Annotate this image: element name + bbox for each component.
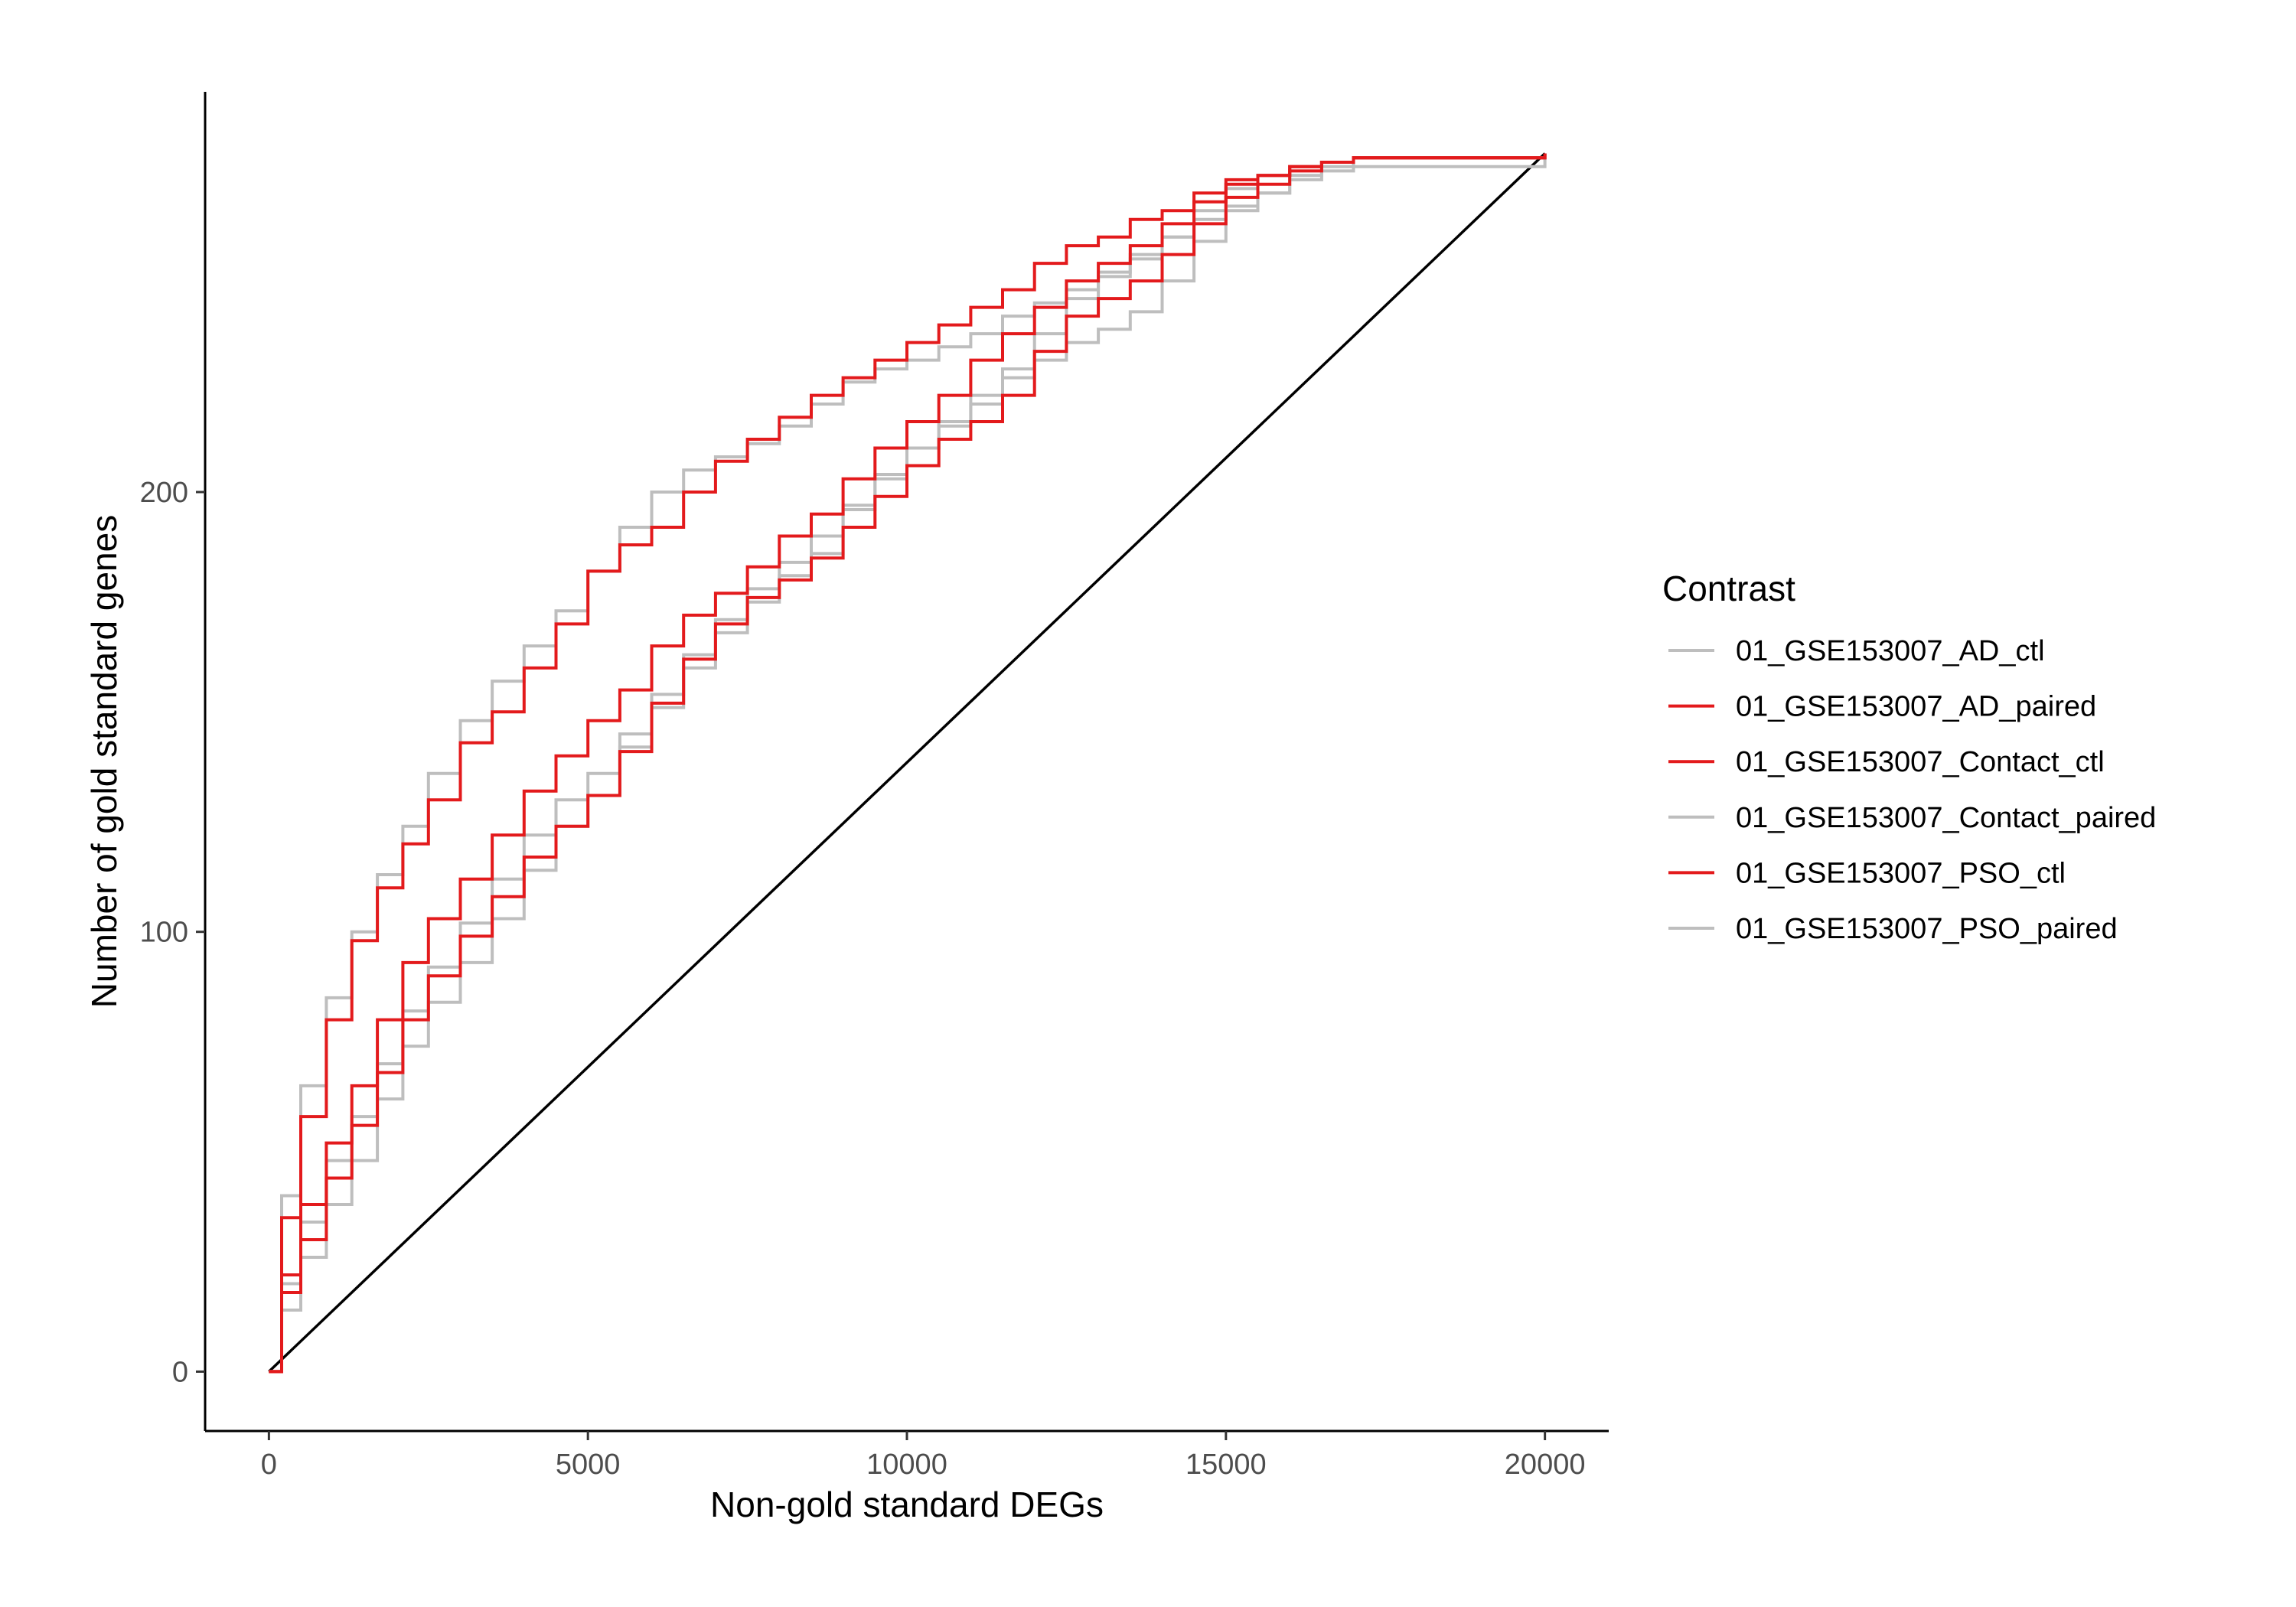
x-axis-ticks: 0 5000 10000 15000 20000 — [261, 1431, 1586, 1481]
x-tick-label: 5000 — [556, 1449, 621, 1481]
legend-label: 01_GSE153007_AD_ctl — [1736, 635, 2045, 667]
x-axis-title: Non-gold standard DEGs — [710, 1485, 1104, 1524]
x-tick-label: 15000 — [1186, 1449, 1267, 1481]
legend-label: 01_GSE153007_Contact_paired — [1736, 802, 2156, 834]
x-tick-label: 20000 — [1505, 1449, 1586, 1481]
x-tick-label: 10000 — [866, 1449, 947, 1481]
y-tick-label: 100 — [140, 917, 188, 949]
y-tick-label: 200 — [140, 477, 188, 509]
reference-diagonal-line — [268, 152, 1546, 1373]
legend-label: 01_GSE153007_Contact_ctl — [1736, 746, 2105, 778]
series-layer — [269, 153, 1547, 1374]
legend-label: 01_GSE153007_AD_paired — [1736, 691, 2096, 723]
legend-title: Contrast — [1662, 569, 1795, 608]
series-line-01-gse153007-pso-ctl — [269, 153, 1547, 1374]
series-line-01-gse153007-contact-ctl — [269, 153, 1547, 1374]
legend-items: 01_GSE153007_AD_ctl 01_GSE153007_AD_paire… — [1668, 635, 2156, 945]
reference-line-layer — [268, 152, 1546, 1373]
y-axis-title: Number of gold standard genes — [84, 515, 124, 1008]
legend-label: 01_GSE153007_PSO_paired — [1736, 913, 2118, 945]
y-axis-ticks: 0 100 200 — [140, 477, 205, 1388]
y-tick-label: 0 — [172, 1356, 188, 1388]
plot-area — [268, 152, 1547, 1374]
series-line-01-gse153007-ad-paired — [269, 153, 1547, 1374]
legend-label: 01_GSE153007_PSO_ctl — [1736, 857, 2066, 889]
x-tick-label: 0 — [261, 1449, 277, 1481]
legend: Contrast 01_GSE153007_AD_ctl01_GSE153007… — [1662, 569, 2156, 945]
